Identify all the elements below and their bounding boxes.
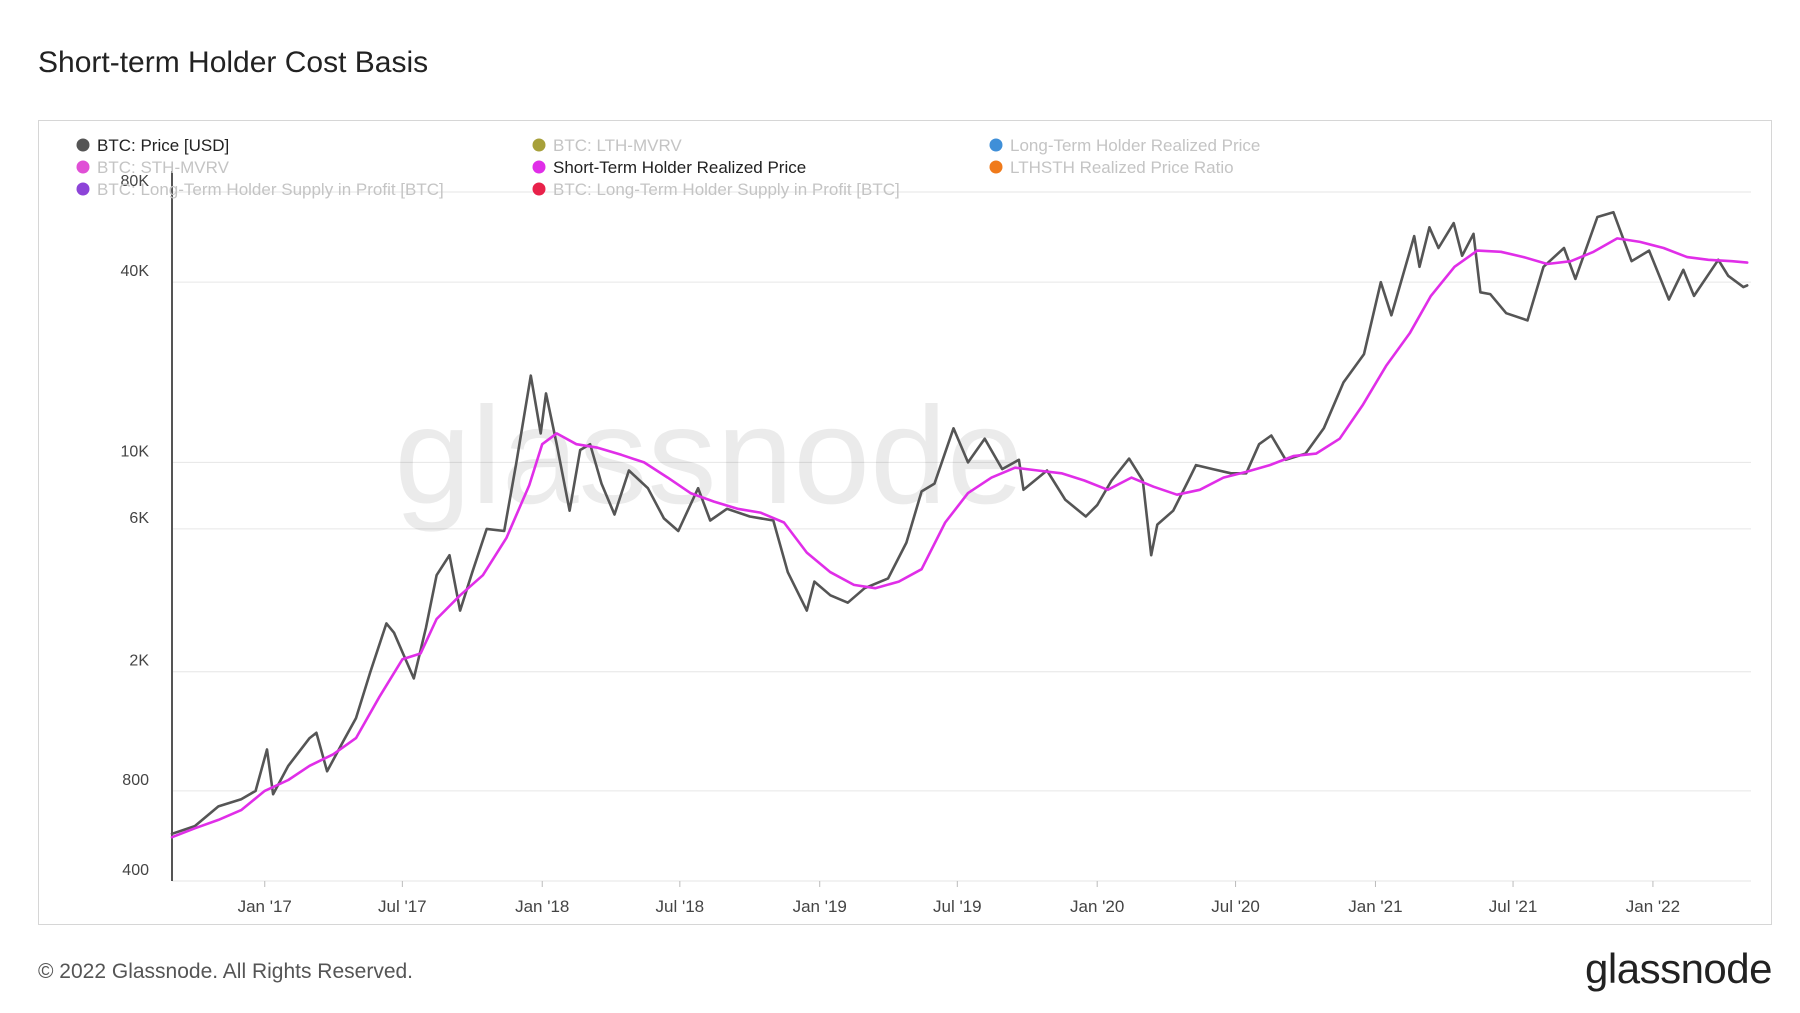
x-tick-label: Jul '17 [378, 897, 427, 916]
legend-label: BTC: Long-Term Holder Supply in Profit [… [97, 180, 444, 199]
y-tick-label: 80K [121, 173, 150, 190]
legend-item[interactable]: BTC: Price [USD] [76, 136, 230, 155]
chart-legend: BTC: Price [USD] BTC: LTH-MVRV Long-Term H… [76, 136, 1261, 199]
legend-item[interactable]: BTC: Long-Term Holder Supply in Profit [… [532, 180, 900, 199]
y-tick-label: 40K [121, 263, 150, 280]
chart-frame: 400 800 2K 6K 10K 40K 80K Jan '17 Jul '17 Jan '18… [38, 120, 1772, 925]
x-tick-label: Jul '18 [656, 897, 705, 916]
legend-swatch-icon [532, 160, 546, 174]
y-tick-label: 10K [121, 443, 150, 460]
legend-swatch-icon [989, 160, 1003, 174]
legend-swatch-icon [532, 182, 546, 196]
x-tick-label: Jul '19 [933, 897, 982, 916]
chart-title: Short-term Holder Cost Basis [38, 46, 429, 79]
x-tick-label: Jan '21 [1348, 897, 1402, 916]
y-tick-label: 800 [122, 772, 149, 789]
legend-label: BTC: LTH-MVRV [553, 136, 682, 155]
series-layer [170, 210, 1749, 839]
legend-swatch-icon [989, 138, 1003, 152]
x-tick-label: Jan '19 [793, 897, 847, 916]
x-tick-label: Jan '20 [1070, 897, 1124, 916]
x-tick-label: Jul '20 [1211, 897, 1260, 916]
x-tick-label: Jan '18 [515, 897, 569, 916]
legend-label: LTHSTH Realized Price Ratio [1010, 158, 1234, 177]
chart-svg[interactable]: 400 800 2K 6K 10K 40K 80K Jan '17 Jul '17 Jan '18… [39, 121, 1771, 924]
watermark-text: glassnode [394, 379, 1023, 533]
legend-swatch-icon [76, 138, 90, 152]
legend-item[interactable]: BTC: Long-Term Holder Supply in Profit [… [76, 180, 444, 199]
legend-swatch-icon [76, 182, 90, 196]
legend-item[interactable]: BTC: STH-MVRV [76, 158, 230, 177]
legend-item[interactable]: LTHSTH Realized Price Ratio [989, 158, 1234, 177]
legend-label: BTC: Long-Term Holder Supply in Profit [… [553, 180, 900, 199]
legend-item[interactable]: Short-Term Holder Realized Price [532, 158, 807, 177]
legend-label: BTC: Price [USD] [97, 136, 229, 155]
legend-label: Short-Term Holder Realized Price [553, 158, 806, 177]
series-line-sth-realized-price[interactable] [170, 237, 1749, 839]
legend-swatch-icon [532, 138, 546, 152]
copyright-footer: © 2022 Glassnode. All Rights Reserved. [38, 960, 414, 983]
x-tick-label: Jan '17 [238, 897, 292, 916]
grid-layer: 400 800 2K 6K 10K 40K 80K Jan '17 Jul '17 Jan '18… [121, 173, 1751, 916]
y-tick-label: 6K [129, 510, 149, 527]
legend-label: Long-Term Holder Realized Price [1010, 136, 1260, 155]
x-tick-label: Jan '22 [1626, 897, 1680, 916]
legend-item[interactable]: Long-Term Holder Realized Price [989, 136, 1261, 155]
legend-item[interactable]: BTC: LTH-MVRV [532, 136, 683, 155]
legend-swatch-icon [76, 160, 90, 174]
x-tick-label: Jul '21 [1489, 897, 1538, 916]
series-line-btc-price[interactable] [170, 210, 1749, 836]
y-tick-label: 2K [129, 653, 149, 670]
legend-label: BTC: STH-MVRV [97, 158, 230, 177]
brand-logo[interactable]: glassnode [1585, 945, 1772, 992]
y-tick-label: 400 [122, 862, 149, 879]
